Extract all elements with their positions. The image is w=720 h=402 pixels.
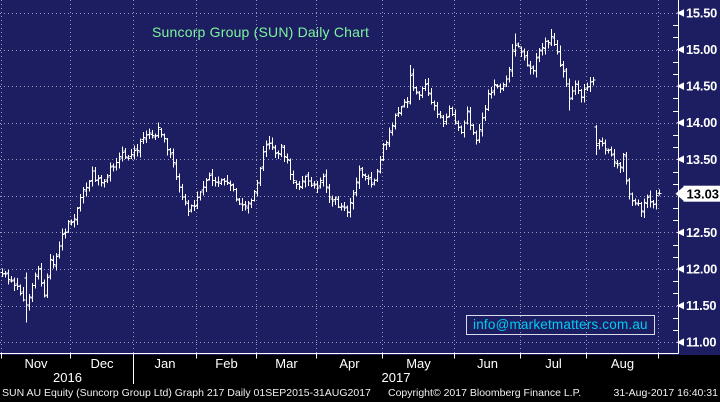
- y-axis-tick-label: 13.50: [686, 152, 717, 167]
- y-tick-arrow: [676, 155, 684, 164]
- ohlc-bars: [0, 29, 662, 323]
- y-axis-tick-label: 14.50: [686, 79, 717, 94]
- y-axis-tick-label: 14.00: [686, 115, 717, 130]
- x-axis-month-label: Dec: [90, 356, 114, 371]
- x-axis-year-label: 2016: [53, 370, 82, 385]
- y-axis-tick-label: 15.00: [686, 42, 717, 57]
- x-axis-month-label: Feb: [215, 356, 237, 371]
- last-price-tag-arrow: [675, 186, 684, 201]
- y-axis-minor-ticks: [673, 25, 678, 331]
- x-axis-month-label: May: [406, 356, 431, 371]
- y-axis-tick-label: 15.50: [686, 6, 717, 21]
- y-tick-arrow: [676, 82, 684, 90]
- footer-instrument-info: SUN AU Equity (Suncorp Group Ltd) Graph …: [2, 387, 371, 399]
- x-axis-strip: [0, 355, 720, 402]
- y-axis-tick-label: 12.50: [686, 225, 717, 240]
- x-axis-month-label: Nov: [24, 356, 48, 371]
- watermark-email: info@marketmatters.com.au: [466, 315, 655, 335]
- y-axis-tick-label: 12.00: [686, 262, 717, 277]
- last-price-value: 13.03: [687, 186, 720, 201]
- y-tick-arrow: [676, 45, 684, 54]
- y-tick-arrow: [676, 265, 684, 273]
- footer-copyright: Copyright© 2017 Bloomberg Finance L.P.: [388, 387, 582, 399]
- y-tick-arrow: [676, 118, 684, 127]
- chart-title: Suncorp Group (SUN) Daily Chart: [152, 24, 370, 40]
- footer-timestamp: 31-Aug-2017 16:40:31: [613, 387, 718, 399]
- x-axis-month-label: Mar: [275, 356, 298, 371]
- y-tick-arrow: [676, 228, 684, 237]
- grid-lines: [0, 0, 678, 353]
- y-tick-arrow: [676, 9, 684, 17]
- y-axis-tick-label: 11.50: [686, 298, 716, 313]
- x-axis-month-label: Aug: [611, 356, 634, 371]
- last-price-tag: [683, 185, 720, 202]
- y-axis-tick-label: 11.00: [686, 335, 716, 350]
- x-axis-month-label: Jul: [545, 356, 562, 371]
- axis-lines: [0, 0, 679, 354]
- x-axis-month-label: Jan: [155, 356, 176, 371]
- x-axis-month-label: Jun: [477, 356, 498, 371]
- y-tick-arrow: [676, 301, 684, 310]
- y-tick-arrow: [676, 338, 684, 346]
- x-axis-year-label: 2017: [382, 370, 411, 385]
- x-axis-month-label: Apr: [339, 356, 360, 371]
